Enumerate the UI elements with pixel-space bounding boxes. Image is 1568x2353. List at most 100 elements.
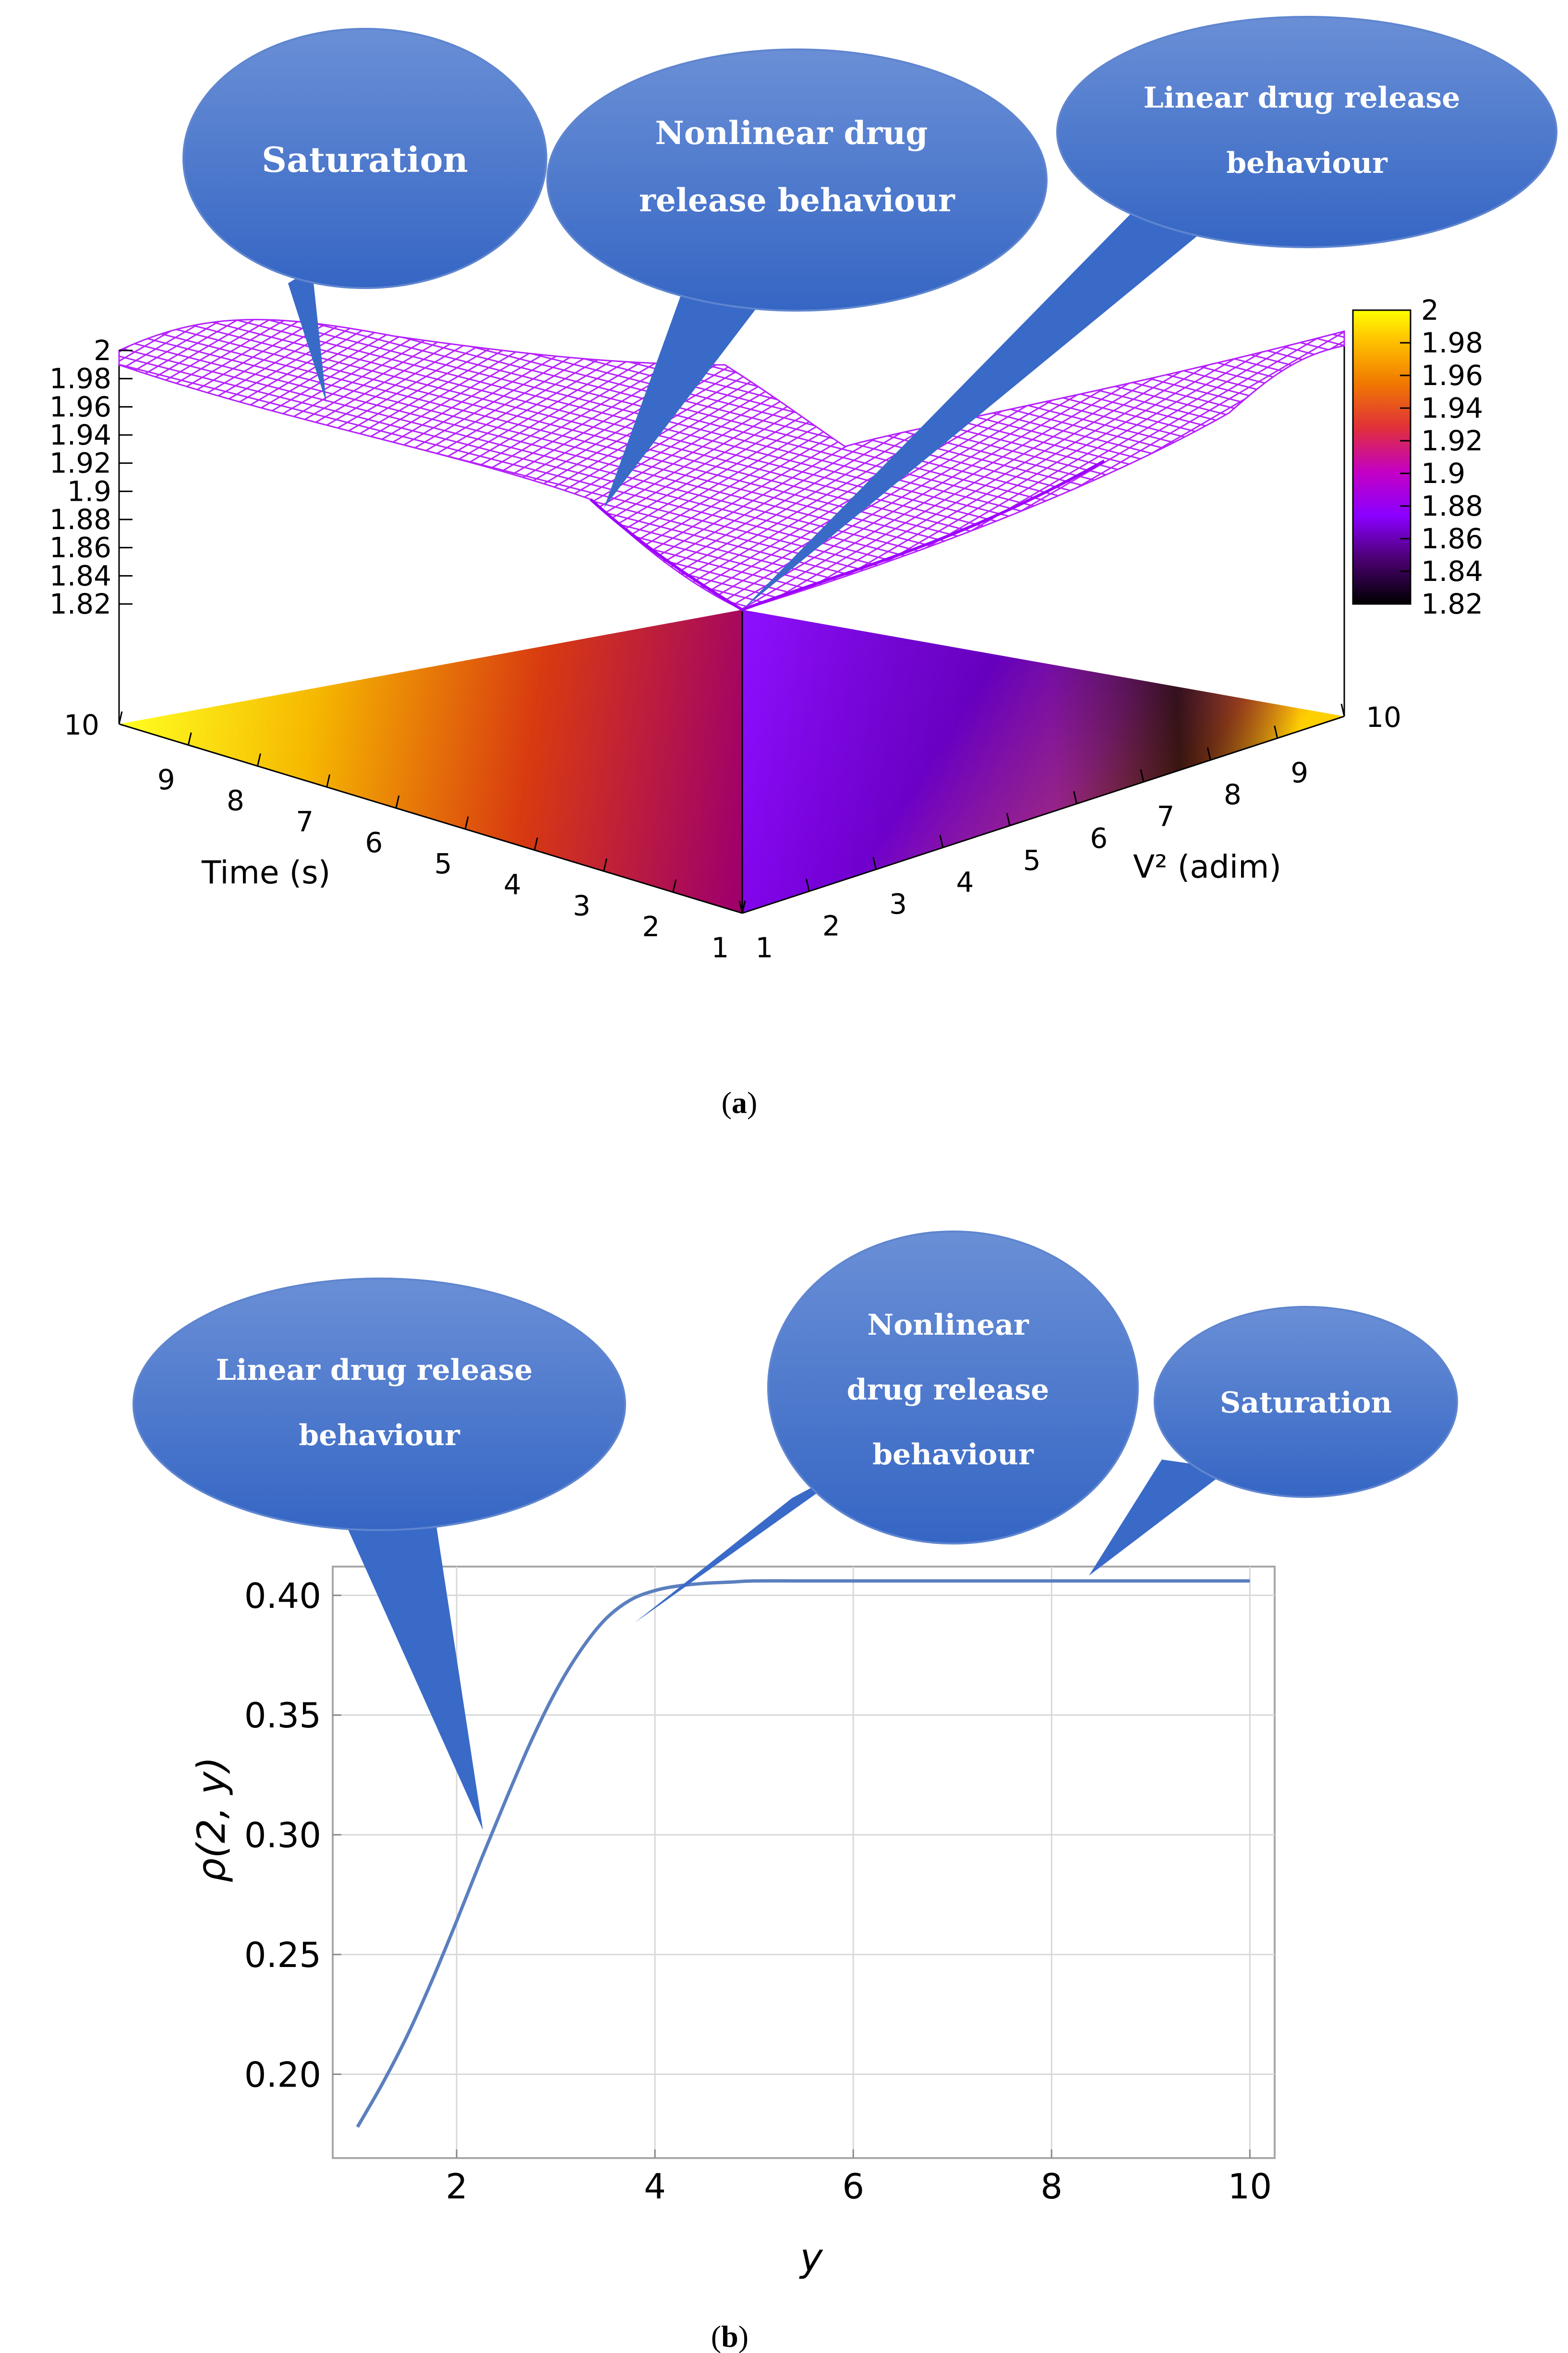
svg-text:Nonlinear drug release: Nonlinear drug release behaviour <box>639 114 955 219</box>
colorbar-tick-label: 1.84 <box>1421 555 1483 588</box>
v2-axis: 1 2 3 4 5 6 7 8 9 10 <box>738 701 1401 964</box>
ticks-b: 2 4 6 8 10 0.20 0.25 0.30 0.35 0.40 <box>244 1576 1272 2207</box>
colorbar-tick-label: 1.92 <box>1421 424 1483 457</box>
time-axis: 1 2 3 4 5 6 7 8 9 10 <box>64 709 746 964</box>
time-axis-label: Time (s) <box>201 854 330 891</box>
y-tick-label: 0.20 <box>244 2054 321 2095</box>
time-tick <box>118 711 123 724</box>
x-tick-label: 8 <box>1040 2166 1062 2207</box>
v2-tick <box>738 900 743 914</box>
z-tick-label: 1.82 <box>49 588 111 620</box>
time-tick <box>326 774 331 787</box>
colorbar-tick-label: 1.82 <box>1421 588 1483 620</box>
svg-text:Nonlinear drug release: Nonlinear drug release behaviour <box>847 1308 1060 1472</box>
z-tick-label: 1.86 <box>49 531 111 564</box>
callout-linear-a: Linear drug release behaviour <box>742 16 1557 610</box>
v2-tick <box>1140 769 1145 783</box>
callout-text-line: Saturation <box>1220 1386 1392 1420</box>
callout-text-line: drug release <box>847 1373 1049 1407</box>
z-tick-label: 1.88 <box>49 503 111 536</box>
colorbar-tick-label: 1.98 <box>1421 326 1483 359</box>
time-tick-label: 4 <box>504 869 521 901</box>
v2-tick-label: 6 <box>1090 822 1108 855</box>
surface-frame <box>118 331 1345 914</box>
x-axis-label-b: y <box>799 2235 823 2280</box>
colorbar-tick-label: 1.94 <box>1421 392 1483 424</box>
z-tick-label: 1.84 <box>49 559 111 592</box>
v2-tick-label: 7 <box>1157 800 1175 833</box>
panel-b: 2 4 6 8 10 0.20 0.25 0.30 0.35 0.40 y ρ(2, y) Lin… <box>133 1231 1458 2353</box>
v2-tick <box>872 857 877 870</box>
z-axis: 1.821.841.861.881.91.921.941.961.982 <box>49 334 133 620</box>
svg-text:Saturation: Saturation <box>1220 1386 1392 1420</box>
v2-axis-label: V² (adim) <box>1133 848 1281 885</box>
callout-text-line: behaviour <box>872 1438 1034 1472</box>
v2-tick-label: 10 <box>1366 701 1401 734</box>
z-tick-label: 1.98 <box>49 362 111 395</box>
v2-tick-label: 5 <box>1023 844 1041 877</box>
surface-mesh-ridge <box>589 459 1105 612</box>
time-tick <box>187 732 192 746</box>
caption-a: (a) <box>722 1086 758 1120</box>
time-tick <box>672 879 677 893</box>
v2-tick <box>1274 725 1279 738</box>
plot-frame-b <box>332 1566 1276 2159</box>
z-tick-label: 2 <box>94 334 111 367</box>
colorbar-tick-label: 1.88 <box>1421 490 1483 522</box>
z-tick-label: 1.9 <box>67 475 111 507</box>
v2-tick <box>1006 813 1011 826</box>
colorbar-tick-label: 1.9 <box>1421 457 1465 490</box>
v2-tick-label: 8 <box>1224 778 1242 811</box>
grid-b <box>333 1567 1275 2158</box>
time-tick-label: 8 <box>227 784 244 817</box>
series-rho-curve <box>356 1579 1250 2128</box>
v2-tick-label: 3 <box>889 888 907 920</box>
colorbar <box>1352 309 1411 605</box>
callout-saturation-b: Saturation <box>1089 1306 1458 1576</box>
v2-tick <box>939 834 944 848</box>
callout-nonlinear-b: Nonlinear drug release behaviour <box>635 1231 1139 1623</box>
x-tick-label: 6 <box>842 2166 864 2207</box>
y-tick-label: 0.30 <box>244 1815 321 1856</box>
time-tick-label: 9 <box>157 763 175 796</box>
time-tick-label: 2 <box>642 910 660 943</box>
svg-text:Saturation: Saturation <box>262 139 468 180</box>
time-tick-label: 10 <box>64 709 99 741</box>
z-tick-label: 1.94 <box>49 419 111 451</box>
time-tick <box>464 816 469 830</box>
x-tick-label: 2 <box>446 2166 468 2207</box>
v2-tick-label: 2 <box>822 909 840 942</box>
callout-saturation-a: Saturation <box>182 28 547 403</box>
time-tick-label: 6 <box>365 826 383 859</box>
callout-text-line: release behaviour <box>639 181 955 219</box>
callout-text-line: behaviour <box>1226 146 1388 180</box>
time-tick <box>533 837 538 851</box>
callout-text-line: Nonlinear drug <box>655 114 928 152</box>
colorbar-tick-label: 1.96 <box>1421 359 1483 392</box>
x-tick-label: 4 <box>644 2166 666 2207</box>
callout-nonlinear-a: Nonlinear drug release behaviour <box>546 48 1048 508</box>
y-tick-label: 0.35 <box>244 1695 321 1736</box>
surface-floor-time-face <box>119 610 742 913</box>
callout-text-line: Linear drug release <box>1144 81 1460 115</box>
surface-floor-dark-band <box>742 610 1344 913</box>
v2-tick <box>1340 703 1345 717</box>
caption-a-letter: a <box>732 1086 747 1120</box>
v2-tick <box>805 879 810 892</box>
colorbar-tick-label: 2 <box>1421 294 1439 326</box>
v2-tick-label: 1 <box>756 931 773 964</box>
caption-b: (b) <box>711 2319 748 2353</box>
time-tick-label: 1 <box>712 931 729 964</box>
caption-b-letter: b <box>721 2319 738 2353</box>
time-tick <box>395 795 400 808</box>
time-tick <box>256 753 261 766</box>
v2-tick-label: 9 <box>1291 757 1308 789</box>
v2-tick <box>1206 747 1211 760</box>
z-tick-label: 1.96 <box>49 390 111 423</box>
y-tick-label: 0.40 <box>244 1576 321 1616</box>
panel-a: 1.821.841.861.881.91.921.941.961.982 123… <box>49 16 1557 1120</box>
colorbar-tick-label: 1.86 <box>1421 522 1483 555</box>
x-tick-label: 10 <box>1228 2166 1272 2207</box>
time-tick-label: 5 <box>434 847 452 880</box>
